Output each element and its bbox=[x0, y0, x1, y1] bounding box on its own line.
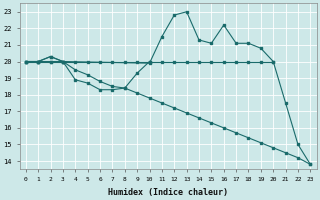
X-axis label: Humidex (Indice chaleur): Humidex (Indice chaleur) bbox=[108, 188, 228, 197]
